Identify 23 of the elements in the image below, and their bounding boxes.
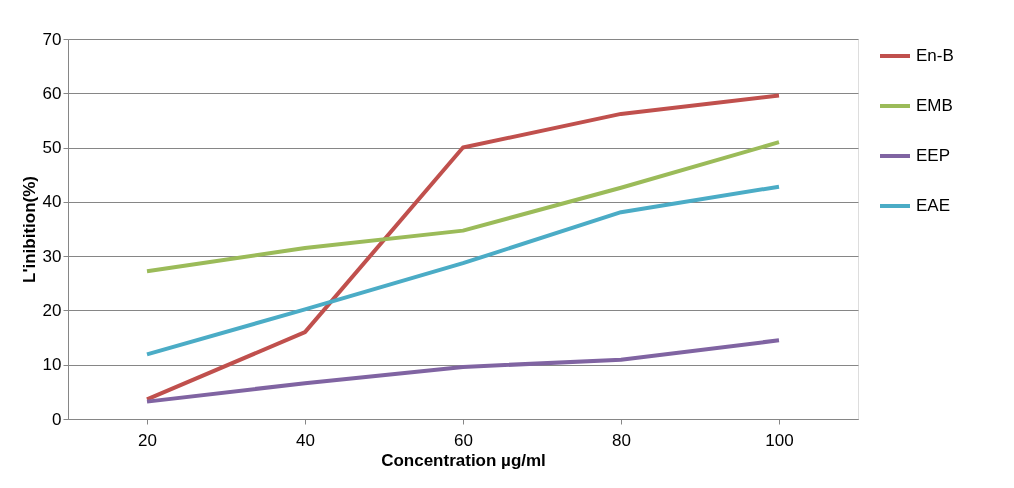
y-tick-label: 50 bbox=[42, 138, 62, 158]
y-tick-label: 20 bbox=[42, 300, 62, 320]
x-tick-label: 100 bbox=[765, 430, 794, 450]
y-tick-label: 30 bbox=[42, 246, 62, 266]
x-tick-label: 60 bbox=[454, 430, 473, 450]
legend-label: En-B bbox=[916, 46, 954, 65]
legend-label: EAE bbox=[916, 196, 951, 215]
x-tick-label: 40 bbox=[296, 430, 315, 450]
y-axis-title: L'inibition(%) bbox=[19, 176, 39, 283]
y-tick-label: 40 bbox=[42, 192, 62, 212]
line-series bbox=[145, 338, 781, 404]
y-tick-label: 10 bbox=[42, 355, 62, 375]
line-series bbox=[145, 93, 781, 402]
x-axis-title: Concentration µg/ml bbox=[381, 450, 546, 470]
legend-label: EMB bbox=[916, 96, 953, 115]
legend-label: EEP bbox=[916, 146, 951, 165]
y-tick-label: 60 bbox=[42, 83, 62, 103]
line-series bbox=[145, 184, 781, 357]
y-tick-label: 0 bbox=[52, 409, 62, 429]
x-tick-label: 80 bbox=[612, 430, 631, 450]
line-series bbox=[145, 140, 781, 274]
y-tick-label: 70 bbox=[42, 29, 62, 49]
x-tick-label: 20 bbox=[138, 430, 157, 450]
